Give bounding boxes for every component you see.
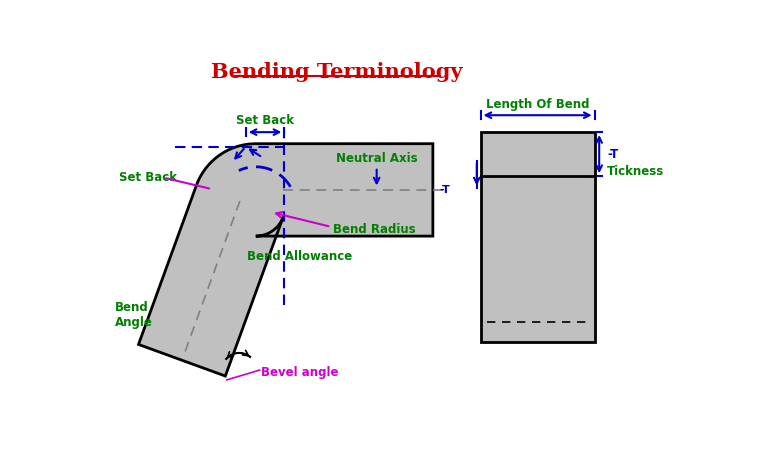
Text: Neutral Axis: Neutral Axis <box>336 152 418 165</box>
Text: Set Back: Set Back <box>236 114 294 127</box>
Text: Bending Terminology: Bending Terminology <box>211 62 462 82</box>
Text: -T: -T <box>607 148 618 161</box>
Text: Tickness: Tickness <box>607 164 664 178</box>
Bar <box>481 132 594 342</box>
Polygon shape <box>138 144 433 376</box>
Text: Bend Radius: Bend Radius <box>333 223 415 236</box>
Text: Length Of Bend: Length Of Bend <box>486 97 589 110</box>
Text: Bevel angle: Bevel angle <box>261 366 339 379</box>
Text: Bend
Angle: Bend Angle <box>115 301 153 329</box>
Text: Bend Allowance: Bend Allowance <box>247 250 353 263</box>
Text: -T: -T <box>439 185 450 195</box>
Text: Set Back: Set Back <box>120 171 177 184</box>
